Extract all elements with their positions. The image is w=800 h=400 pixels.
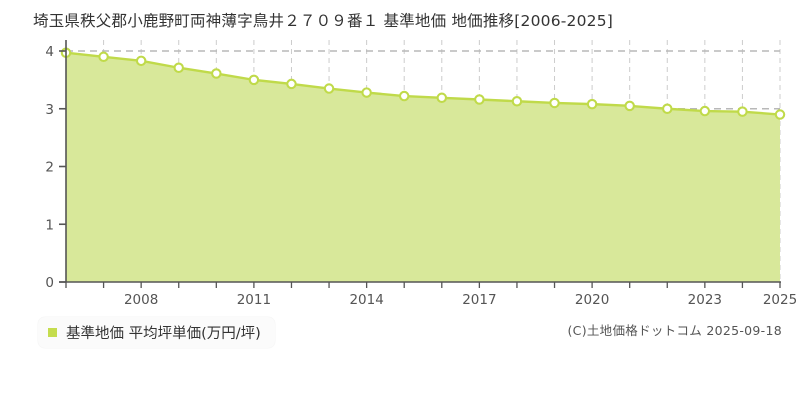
y-axis-tick-label: 2 — [45, 160, 54, 176]
data-point-marker[interactable] — [549, 97, 560, 109]
x-axis-tick-label: 2008 — [124, 292, 158, 308]
data-point-marker[interactable] — [624, 100, 635, 112]
x-axis-tick-label: 2025 — [763, 292, 797, 308]
chart-title: 埼玉県秩父郡小鹿野町両神薄字鳥井２７０９番１ 基準地価 地価推移[2006-20… — [33, 12, 614, 30]
x-axis-tick-label: 2017 — [462, 292, 496, 308]
legend-swatch-icon — [48, 328, 57, 337]
series-line — [64, 51, 782, 116]
x-axis-tick-label: 2011 — [237, 292, 271, 308]
data-point-marker[interactable] — [323, 83, 335, 94]
data-point-marker[interactable] — [211, 68, 222, 79]
data-point-marker[interactable] — [737, 106, 748, 117]
data-point-marker[interactable] — [511, 95, 523, 107]
data-point-marker[interactable] — [436, 92, 448, 104]
data-point-marker[interactable] — [248, 74, 260, 86]
data-point-marker[interactable] — [398, 90, 410, 102]
y-axis-tick-label: 4 — [45, 44, 54, 60]
legend-label: 基準地価 平均坪単価(万円/坪) — [66, 326, 261, 342]
data-point-marker[interactable] — [173, 62, 184, 73]
data-point-marker[interactable] — [98, 51, 109, 63]
data-point-marker[interactable] — [699, 105, 711, 117]
series-area-fill — [66, 52, 780, 282]
data-point-marker[interactable] — [586, 98, 598, 110]
data-point-marker[interactable] — [286, 78, 297, 90]
data-point-marker[interactable] — [474, 94, 485, 105]
x-axis-tick-label: 2014 — [349, 292, 383, 308]
data-point-marker[interactable] — [135, 55, 147, 67]
y-axis-tick-label: 1 — [45, 217, 54, 233]
y-axis-tick-label: 3 — [45, 102, 54, 118]
data-point-marker[interactable] — [774, 109, 786, 120]
data-point-marker[interactable] — [361, 87, 372, 98]
x-axis-tick-label: 2023 — [688, 292, 722, 308]
x-axis-tick-label: 2020 — [575, 292, 609, 308]
copyright-credit: (C)土地価格ドットコム 2025-09-18 — [567, 323, 782, 338]
data-point-marker[interactable] — [662, 103, 673, 115]
y-axis-tick-label: 0 — [45, 275, 54, 291]
chart-legend: 基準地価 平均坪単価(万円/坪) — [38, 317, 275, 348]
